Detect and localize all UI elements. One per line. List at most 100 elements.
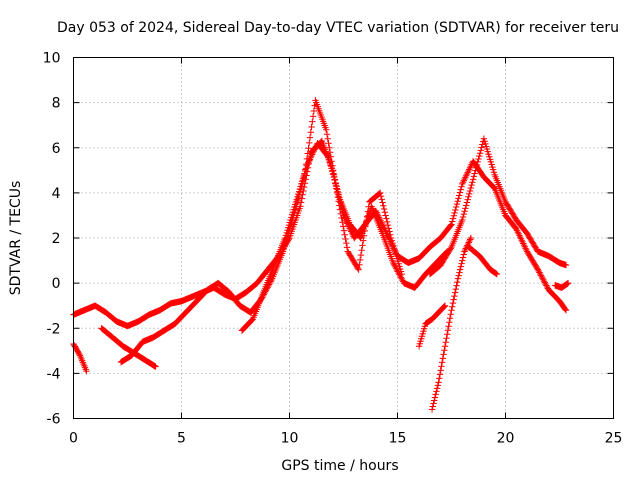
data-point (489, 183, 497, 190)
x-tick-label: 0 (69, 431, 78, 447)
data-point (469, 179, 476, 186)
data-point (539, 275, 546, 282)
data-point (441, 303, 448, 310)
data-point (435, 379, 442, 386)
data-point (456, 266, 464, 273)
data-point (457, 263, 465, 270)
data-point (429, 403, 436, 410)
data-point (437, 367, 444, 374)
series-track-a (70, 137, 498, 330)
data-point (459, 180, 466, 188)
data-point (453, 200, 461, 208)
data-point (308, 151, 316, 158)
data-point (394, 268, 402, 275)
data-point (329, 168, 336, 175)
data-point (310, 107, 318, 115)
data-point (467, 184, 474, 192)
data-point (456, 269, 463, 276)
y-tick-label: -6 (47, 412, 61, 428)
data-point (309, 113, 317, 120)
data-point (305, 157, 313, 165)
data-point (431, 394, 439, 401)
data-point (537, 272, 545, 279)
data-point (335, 191, 342, 198)
data-point (341, 231, 348, 238)
data-point (428, 406, 436, 413)
data-point (303, 162, 310, 169)
data-point (389, 259, 397, 267)
data-point (440, 351, 447, 358)
data-point (450, 296, 457, 303)
data-point (537, 270, 544, 278)
data-point (466, 190, 473, 198)
data-point (386, 228, 393, 235)
data-point (337, 210, 345, 218)
data-point (305, 145, 312, 152)
data-point (377, 189, 384, 197)
data-point (297, 199, 305, 206)
data-point (451, 209, 458, 217)
data-point (309, 149, 317, 157)
data-point (311, 146, 318, 153)
data-points (70, 97, 572, 413)
data-point (325, 156, 333, 163)
data-point (536, 269, 543, 276)
data-point (455, 272, 462, 279)
data-point (390, 261, 398, 268)
data-point (343, 244, 351, 251)
data-point (325, 140, 332, 147)
data-point (398, 275, 405, 282)
data-point (396, 272, 404, 280)
data-point (476, 150, 484, 157)
data-point (306, 156, 314, 163)
data-point (383, 218, 391, 226)
data-point (521, 243, 528, 250)
data-point (430, 400, 437, 407)
data-point (307, 154, 314, 161)
data-point (304, 150, 311, 157)
data-point (454, 275, 462, 282)
data-point (442, 339, 449, 346)
series-track-c (98, 325, 159, 370)
data-point (462, 205, 469, 212)
y-axis-label: SDTVAR / TECUs (8, 181, 24, 296)
data-point (330, 173, 337, 181)
data-point (542, 280, 549, 288)
data-point (470, 173, 478, 180)
data-point (385, 225, 392, 232)
data-point (377, 192, 385, 200)
data-point (379, 199, 386, 206)
data-point (471, 170, 478, 177)
data-point (534, 266, 542, 273)
axis-ticks: 0 5 10 15 20 25 -6 -4 -2 0 2 4 6 8 10 (43, 51, 623, 447)
data-point (399, 277, 406, 284)
data-point (327, 162, 334, 169)
data-point (463, 170, 471, 178)
data-point (396, 271, 403, 278)
series-track-k (465, 243, 501, 278)
data-point (452, 285, 460, 293)
series-track-i (415, 302, 449, 350)
data-point (436, 375, 443, 382)
data-point (466, 166, 473, 173)
series-track-e (238, 140, 451, 334)
data-point (325, 153, 332, 160)
data-point (458, 260, 465, 267)
data-point (543, 283, 551, 291)
data-point (334, 188, 341, 195)
data-point (342, 235, 349, 243)
data-point (308, 152, 315, 160)
data-point (462, 174, 469, 181)
data-point (465, 167, 472, 175)
data-point (473, 161, 481, 169)
data-point (440, 303, 447, 311)
data-point (490, 184, 498, 191)
data-point (432, 391, 439, 398)
data-point (446, 319, 453, 326)
data-point (312, 144, 319, 152)
data-point (516, 232, 523, 239)
data-point (515, 230, 522, 238)
data-point (152, 363, 159, 370)
data-point (326, 144, 333, 151)
data-point (323, 131, 331, 138)
